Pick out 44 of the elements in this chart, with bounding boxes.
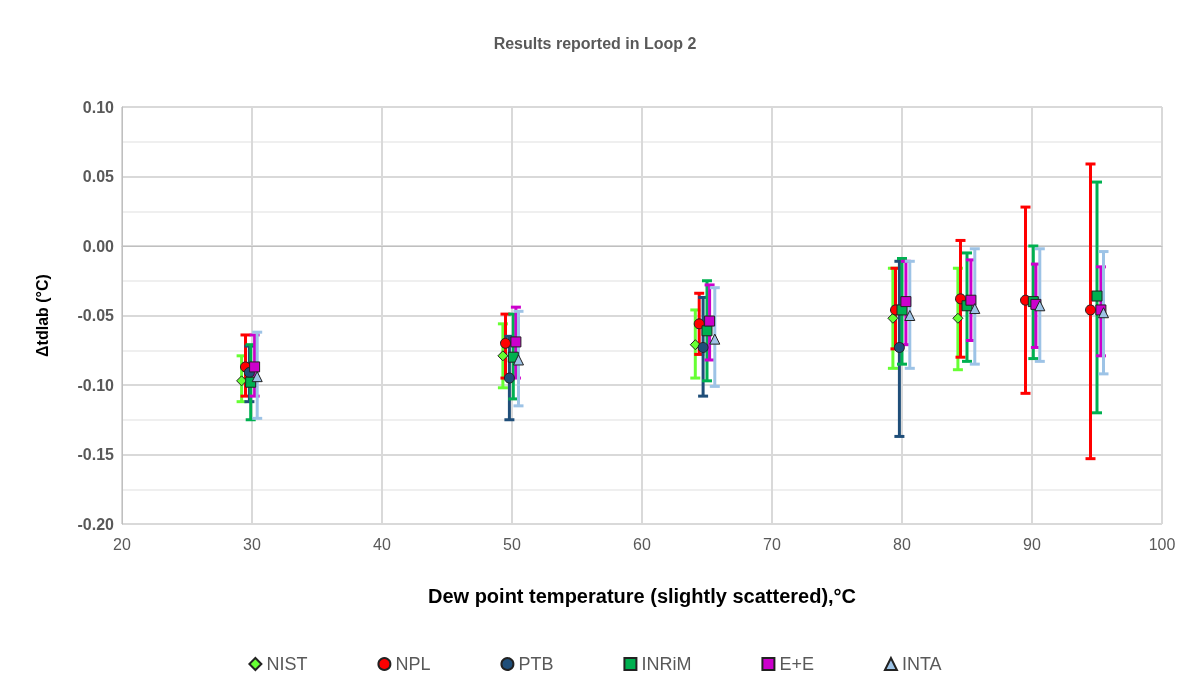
point <box>510 336 522 348</box>
point <box>249 361 261 373</box>
point <box>904 310 916 321</box>
point <box>251 371 263 383</box>
y-tick-label: -0.15 <box>77 446 115 463</box>
point <box>704 315 716 327</box>
legend-label: INTA <box>901 654 942 674</box>
point <box>513 354 524 366</box>
x-tick-label: 20 <box>113 535 131 553</box>
point <box>965 294 977 306</box>
point <box>497 350 509 362</box>
x-tick-label: 80 <box>893 535 911 553</box>
x-tick-label: 90 <box>1023 535 1041 553</box>
x-tick-label: 40 <box>373 535 391 553</box>
point <box>1091 290 1103 302</box>
x-tick-label: 70 <box>763 535 781 553</box>
y-tick-label: 0.10 <box>82 98 115 116</box>
point <box>709 333 721 345</box>
y-axis-title: Δtdlab (°C) <box>33 274 51 357</box>
point <box>500 337 511 349</box>
point <box>900 296 912 308</box>
point <box>1034 300 1046 312</box>
y-tick-label: 0.05 <box>82 168 115 185</box>
point <box>689 339 701 351</box>
y-tick-label: 0.00 <box>82 237 115 255</box>
point <box>701 325 713 337</box>
y-tick-label: -0.05 <box>77 307 115 324</box>
point <box>952 312 964 324</box>
point <box>1085 304 1096 316</box>
y-tick-label: -0.20 <box>77 515 115 533</box>
x-tick-label: 50 <box>503 535 521 553</box>
legend-label: NIST <box>266 654 308 674</box>
legend-label: NPL <box>395 654 431 674</box>
point <box>969 303 981 315</box>
x-tick-label: 30 <box>243 535 261 553</box>
x-tick-label: 60 <box>633 535 651 553</box>
legend-label: PTB <box>518 654 554 674</box>
point <box>693 318 705 330</box>
chart-title: Results reported in Loop 2 <box>493 34 697 52</box>
x-tick-label: 100 <box>1148 535 1176 553</box>
legend-label: INRiM <box>641 654 692 674</box>
legend-label: E+E <box>779 654 814 674</box>
x-axis-title: Dew point temperature (slightly scattered),°C <box>427 585 857 607</box>
y-tick-label: -0.10 <box>77 376 115 394</box>
